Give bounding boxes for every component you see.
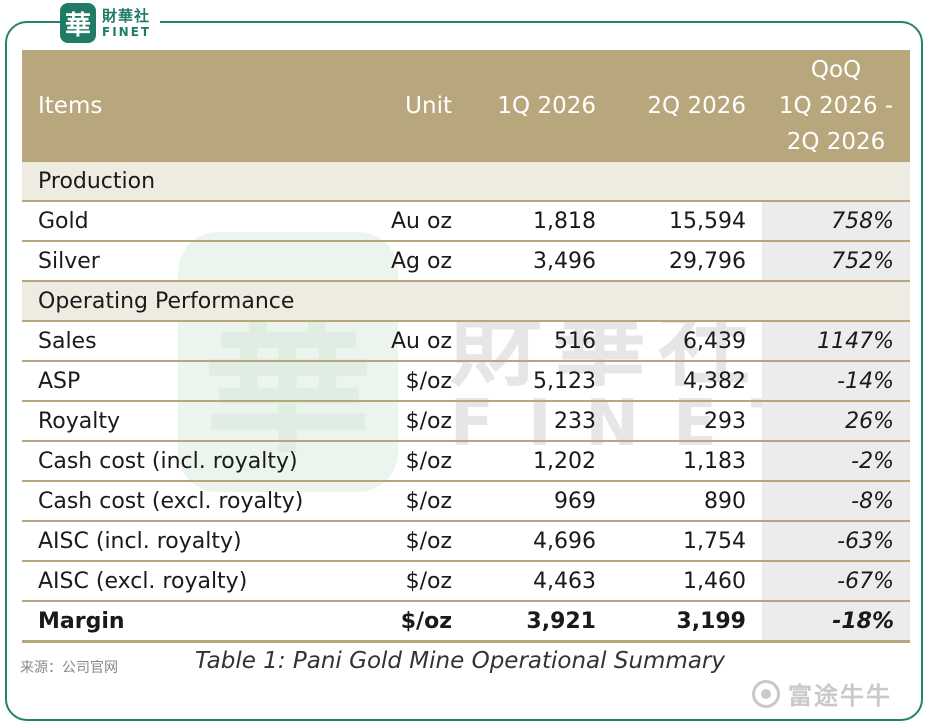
row-q1: 3,496 (452, 241, 612, 282)
card-frame (5, 21, 923, 721)
header-qoq-line3: 2Q 2026 (786, 129, 886, 155)
table-header-row: Items Unit 1Q 2026 2Q 2026 QoQ 1Q 2026 -… (22, 50, 910, 162)
row-q2: 4,382 (612, 361, 762, 402)
row-q1: 4,463 (452, 561, 612, 602)
table-row-margin: Margin $/oz 3,921 3,199 -18% (22, 601, 910, 643)
finet-logo-text: 財華社 FINET (102, 6, 152, 39)
row-q2: 890 (612, 481, 762, 522)
row-label: AISC (incl. royalty) (22, 521, 342, 562)
header-q2: 2Q 2026 (612, 50, 762, 162)
row-unit: $/oz (342, 481, 452, 522)
finet-logo-cn: 財華社 (102, 6, 151, 25)
row-label: Margin (22, 601, 342, 643)
row-q1: 4,696 (452, 521, 612, 562)
row-q1: 969 (452, 481, 612, 522)
row-label: Royalty (22, 401, 342, 442)
row-unit: $/oz (342, 401, 452, 442)
row-qoq: 1147% (762, 321, 910, 362)
table-row: Sales Au oz 516 6,439 1147% (22, 321, 910, 362)
table-caption: Table 1: Pani Gold Mine Operational Summ… (195, 648, 725, 674)
row-q2: 6,439 (612, 321, 762, 362)
header-qoq-line2: 1Q 2026 - (778, 93, 894, 119)
table-row: ASP $/oz 5,123 4,382 -14% (22, 361, 910, 402)
table-row: AISC (incl. royalty) $/oz 4,696 1,754 -6… (22, 521, 910, 562)
row-unit: $/oz (342, 561, 452, 602)
row-label: Silver (22, 241, 342, 282)
row-q2: 3,199 (612, 601, 762, 643)
row-q2: 15,594 (612, 201, 762, 242)
row-qoq: -63% (762, 521, 910, 562)
row-unit: $/oz (342, 521, 452, 562)
row-q1: 5,123 (452, 361, 612, 402)
section-production: Production (22, 162, 452, 202)
row-unit: Ag oz (342, 241, 452, 282)
header-qoq: QoQ 1Q 2026 - 2Q 2026 (762, 50, 910, 162)
header-qoq-line1: QoQ (810, 57, 862, 83)
section-operating: Operating Performance (22, 281, 452, 322)
row-q2: 293 (612, 401, 762, 442)
futu-brand-name: 富途牛牛 (788, 682, 892, 710)
row-label: AISC (excl. royalty) (22, 561, 342, 602)
table-row: AISC (excl. royalty) $/oz 4,463 1,460 -6… (22, 561, 910, 602)
row-unit: $/oz (342, 441, 452, 482)
row-q1: 233 (452, 401, 612, 442)
row-q1: 1,202 (452, 441, 612, 482)
source-note: 来源：公司官网 (20, 660, 118, 676)
table-row: Cash cost (excl. royalty) $/oz 969 890 -… (22, 481, 910, 522)
table-row: Cash cost (incl. royalty) $/oz 1,202 1,1… (22, 441, 910, 482)
row-label: Gold (22, 201, 342, 242)
row-label: Cash cost (incl. royalty) (22, 441, 342, 482)
table-row: Royalty $/oz 233 293 26% (22, 401, 910, 442)
row-label: Cash cost (excl. royalty) (22, 481, 342, 522)
row-qoq: 752% (762, 241, 910, 282)
futu-logo-icon (752, 679, 780, 708)
row-qoq: -2% (762, 441, 910, 482)
finet-logo-mark: 華 (60, 3, 96, 43)
section-row: Production (22, 162, 910, 202)
row-qoq: -8% (762, 481, 910, 522)
table-row: Silver Ag oz 3,496 29,796 752% (22, 241, 910, 282)
row-q2: 1,460 (612, 561, 762, 602)
row-q1: 516 (452, 321, 612, 362)
row-q2: 1,754 (612, 521, 762, 562)
row-unit: $/oz (342, 601, 452, 643)
row-label: Sales (22, 321, 342, 362)
section-row: Operating Performance (22, 281, 910, 322)
row-unit: Au oz (342, 321, 452, 362)
row-qoq: -14% (762, 361, 910, 402)
row-qoq: -67% (762, 561, 910, 602)
row-unit: $/oz (342, 361, 452, 402)
row-q1: 1,818 (452, 201, 612, 242)
finet-logo-en: FINET (102, 24, 152, 39)
row-qoq: 758% (762, 201, 910, 242)
row-label: ASP (22, 361, 342, 402)
finet-logo: 華 財華社 FINET (60, 2, 160, 44)
row-qoq: 26% (762, 401, 910, 442)
row-q2: 1,183 (612, 441, 762, 482)
header-q1: 1Q 2026 (452, 50, 612, 162)
futu-brand: 富途牛牛 (752, 676, 892, 711)
header-unit: Unit (342, 50, 452, 162)
operational-summary-table: Items Unit 1Q 2026 2Q 2026 QoQ 1Q 2026 -… (22, 50, 910, 643)
header-items: Items (22, 50, 342, 162)
row-q2: 29,796 (612, 241, 762, 282)
table-row: Gold Au oz 1,818 15,594 758% (22, 201, 910, 242)
row-qoq: -18% (762, 601, 910, 643)
row-q1: 3,921 (452, 601, 612, 643)
row-unit: Au oz (342, 201, 452, 242)
